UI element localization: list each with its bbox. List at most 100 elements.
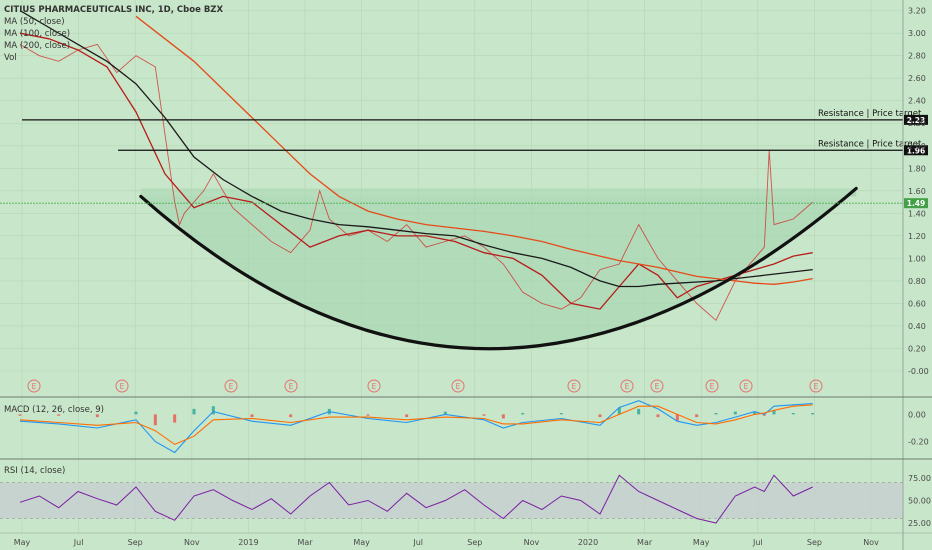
legend-vol: Vol bbox=[4, 53, 17, 63]
legend-ma-200: MA (200, close) bbox=[4, 41, 70, 51]
macd-histogram-bar bbox=[211, 406, 215, 415]
macd-histogram-bar bbox=[733, 411, 737, 415]
y-tick-label: 0.40 bbox=[908, 322, 926, 331]
macd-histogram-bar bbox=[695, 414, 699, 418]
earnings-marker[interactable] bbox=[739, 379, 753, 393]
macd-histogram-bar bbox=[405, 414, 409, 418]
x-tick-label: Jul bbox=[73, 538, 84, 547]
macd-histogram-bar bbox=[192, 408, 196, 415]
earnings-marker-label: E bbox=[120, 382, 125, 391]
earnings-marker[interactable] bbox=[27, 379, 41, 393]
y-tick-label: 3.20 bbox=[908, 7, 926, 16]
macd-line bbox=[19, 400, 813, 454]
earnings-marker-label: E bbox=[710, 382, 715, 391]
rsi-line bbox=[19, 474, 813, 524]
macd-histogram-bar bbox=[753, 411, 757, 415]
macd-histogram-bar bbox=[18, 414, 22, 416]
earnings-marker[interactable] bbox=[224, 379, 238, 393]
macd-histogram-bar bbox=[811, 413, 815, 415]
macd-histogram-bar bbox=[95, 414, 99, 418]
earnings-marker[interactable] bbox=[650, 379, 664, 393]
legend-ma-50: MA (50, close) bbox=[4, 17, 65, 27]
x-tick-label: 2020 bbox=[578, 538, 598, 547]
y-tick-label: 0.20 bbox=[908, 344, 926, 353]
y-tick-label: 2.40 bbox=[908, 97, 926, 106]
earnings-marker[interactable] bbox=[367, 379, 381, 393]
cup-rim bbox=[140, 188, 857, 197]
last-price-badge bbox=[904, 198, 928, 209]
macd-histogram-bar bbox=[443, 411, 447, 415]
earnings-marker[interactable] bbox=[115, 379, 129, 393]
x-tick-label: May bbox=[14, 538, 31, 547]
earnings-marker-label: E bbox=[814, 382, 819, 391]
earnings-marker[interactable] bbox=[705, 379, 719, 393]
x-tick-label: Mar bbox=[637, 538, 653, 547]
earnings-marker[interactable] bbox=[620, 379, 634, 393]
resistance-label: Resistance | Price target bbox=[818, 139, 922, 149]
macd-histogram-bar bbox=[559, 413, 563, 415]
macd-histogram-bar bbox=[289, 414, 293, 418]
macd-histogram-bar bbox=[173, 414, 177, 423]
earnings-marker-label: E bbox=[625, 382, 630, 391]
y-tick-label: 1.60 bbox=[908, 187, 926, 196]
macd-histogram-bar bbox=[501, 414, 505, 419]
y-tick-label: 0.80 bbox=[908, 277, 926, 286]
earnings-marker-label: E bbox=[32, 382, 37, 391]
cup-pattern bbox=[140, 188, 857, 349]
earnings-marker[interactable] bbox=[809, 379, 823, 393]
y-tick-label: 2.60 bbox=[908, 74, 926, 83]
macd-histogram-bar bbox=[134, 411, 138, 415]
x-tick-label: Jul bbox=[412, 538, 423, 547]
cup-shade bbox=[140, 188, 857, 349]
price-levels: Resistance | Price target2.23Resistance … bbox=[0, 109, 928, 209]
rsi-tick-label: 50.00 bbox=[908, 497, 931, 506]
macd-histogram-bar bbox=[791, 413, 795, 415]
x-tick-label: Mar bbox=[297, 538, 313, 547]
x-tick-label: 2019 bbox=[238, 538, 258, 547]
earnings-marker-label: E bbox=[456, 382, 461, 391]
y-tick-label: 1.00 bbox=[908, 254, 926, 263]
y-tick-label: 3.00 bbox=[908, 29, 926, 38]
last-price-value: 1.49 bbox=[907, 199, 926, 208]
y-tick-label: 1.40 bbox=[908, 209, 926, 218]
legend-rsi: RSI (14, close) bbox=[4, 466, 65, 476]
moving-average-line bbox=[19, 10, 813, 288]
y-tick-label: 0.60 bbox=[908, 299, 926, 308]
macd-histogram-bar bbox=[250, 414, 254, 418]
x-tick-label: May bbox=[353, 538, 370, 547]
y-tick-label: 1.20 bbox=[908, 232, 926, 241]
rsi-tick-label: 75.00 bbox=[908, 474, 931, 483]
macd-histogram-bar bbox=[656, 414, 660, 418]
y-tick-label: 1.80 bbox=[908, 164, 926, 173]
x-tick-label: Nov bbox=[524, 538, 540, 547]
legend: CITIUS PHARMACEUTICALS INC, 1D, Cboe BZX… bbox=[4, 5, 223, 476]
x-tick-label: Nov bbox=[863, 538, 879, 547]
resistance-value-badge bbox=[904, 145, 928, 156]
resistance-label: Resistance | Price target bbox=[818, 109, 922, 119]
earnings-marker[interactable] bbox=[284, 379, 298, 393]
x-tick-label: Nov bbox=[184, 538, 200, 547]
x-tick-label: Sep bbox=[807, 538, 822, 547]
resistance-value: 1.96 bbox=[907, 146, 926, 155]
macd-histogram-bar bbox=[366, 414, 370, 416]
earnings-marker-label: E bbox=[655, 382, 660, 391]
earnings-marker[interactable] bbox=[567, 379, 581, 393]
macd-histogram-bar bbox=[153, 414, 157, 426]
x-tick-label: Sep bbox=[128, 538, 143, 547]
macd-histogram-bar bbox=[772, 410, 776, 415]
earnings-marker-label: E bbox=[229, 382, 234, 391]
axis-labels: May Jul Sep Nov 2019 Mar May Jul Sep Nov 2020 Mar Ma… bbox=[14, 7, 931, 547]
legend-symbol: CITIUS PHARMACEUTICALS INC, 1D, Cboe BZX bbox=[4, 5, 223, 15]
legend-macd: MACD (12, 26, close, 9) bbox=[4, 405, 104, 415]
macd-histogram-bar bbox=[714, 413, 718, 415]
y-tick-label: 2.80 bbox=[908, 52, 926, 61]
earnings-marker-label: E bbox=[572, 382, 577, 391]
macd-histogram-bar bbox=[57, 414, 61, 416]
macd-tick-label: -0.20 bbox=[908, 438, 929, 447]
macd-histogram-bar bbox=[617, 407, 621, 415]
earnings-marker[interactable] bbox=[451, 379, 465, 393]
macd-histogram-bar bbox=[762, 414, 766, 416]
